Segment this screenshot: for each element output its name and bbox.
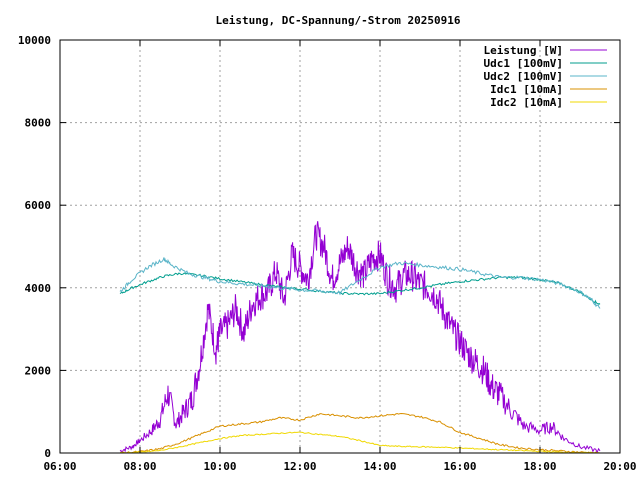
series-line-idc2-10ma — [119, 431, 601, 454]
axis-ticks: 0 2000 4000 6000 8000 10000 06:00 08:00 10:00 12:… — [18, 34, 637, 473]
x-tick-label: 06:00 — [43, 460, 76, 473]
grid-lines — [60, 40, 620, 453]
x-tick-label: 18:00 — [523, 460, 556, 473]
legend-label-leistung-w: Leistung [W] — [484, 44, 563, 57]
y-tick-label: 10000 — [18, 34, 51, 47]
plot-series — [119, 221, 601, 454]
y-tick-label: 2000 — [25, 364, 52, 377]
chart-title: Leistung, DC-Spannung/-Strom 20250916 — [215, 14, 460, 27]
legend: Leistung [W]Udc1 [100mV]Udc2 [100mV]Idc1… — [484, 44, 607, 109]
x-tick-label: 10:00 — [203, 460, 236, 473]
series-line-idc1-10ma — [120, 412, 600, 454]
legend-label-udc2-100mv: Udc2 [100mV] — [484, 70, 563, 83]
y-tick-label: 6000 — [25, 199, 52, 212]
y-tick-label: 0 — [44, 447, 51, 460]
y-tick-label: 4000 — [25, 282, 52, 295]
x-tick-label: 20:00 — [603, 460, 636, 473]
legend-label-idc1-10ma: Idc1 [10mA] — [490, 83, 563, 96]
plot-frame — [59, 39, 621, 454]
y-tick-label: 8000 — [25, 117, 52, 130]
x-tick-label: 12:00 — [283, 460, 316, 473]
legend-label-udc1-100mv: Udc1 [100mV] — [484, 57, 563, 70]
x-tick-label: 08:00 — [123, 460, 156, 473]
x-tick-label: 14:00 — [363, 460, 396, 473]
series-line-leistung-w — [119, 221, 601, 454]
x-tick-label: 16:00 — [443, 460, 476, 473]
series-line-udc2-100mv — [119, 257, 601, 309]
legend-label-idc2-10ma: Idc2 [10mA] — [490, 96, 563, 109]
